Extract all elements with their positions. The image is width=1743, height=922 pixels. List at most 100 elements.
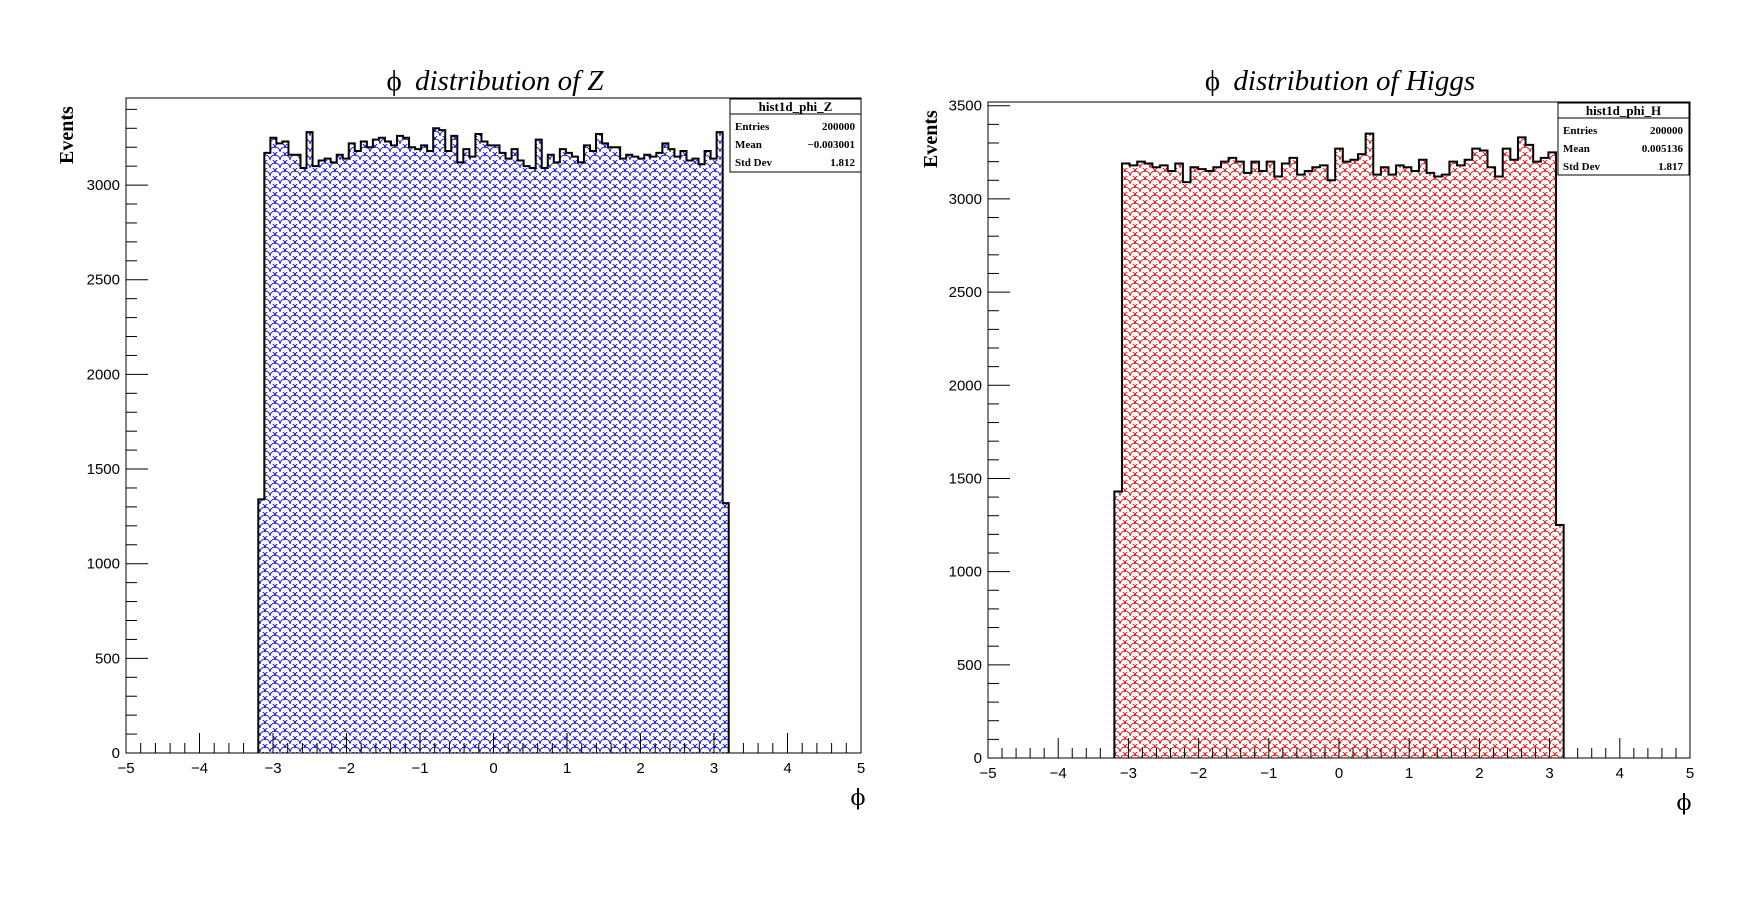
y-axis: 0 500 1000 1500 2000 2500 3000 3500	[949, 98, 1010, 767]
histogram-bin	[716, 132, 723, 754]
histogram-panel-z: ϕ distribution of Z −5 −4 −3 −2 −1 0 1 2 3 4 5 0 50…	[56, 65, 866, 811]
histogram-bin	[324, 158, 331, 754]
histogram-bin	[1198, 169, 1207, 758]
histogram-bin	[312, 166, 319, 754]
histogram-bin	[372, 139, 380, 753]
histogram-bin	[541, 168, 549, 754]
y-tick-label: 1500	[949, 470, 982, 487]
histogram-bin	[553, 162, 561, 754]
x-tick-label: 4	[783, 760, 791, 777]
histogram-bin	[626, 154, 633, 754]
histogram-bin	[445, 151, 452, 753]
histogram-bin	[481, 141, 488, 753]
x-tick-label: 5	[1686, 765, 1694, 782]
histogram-bin	[276, 143, 283, 753]
histogram-bin	[342, 158, 350, 754]
histogram-bin	[1449, 161, 1458, 759]
histogram-bin	[1129, 165, 1138, 758]
histogram-bin	[318, 160, 325, 754]
histogram-bin	[360, 141, 368, 753]
histogram-bin	[1319, 165, 1328, 758]
y-tick-label: 3500	[949, 98, 982, 115]
x-tick-label: −1	[1260, 765, 1277, 782]
histogram-outline	[1113, 132, 1565, 758]
histogram-bin	[1350, 159, 1359, 759]
histogram-bin	[1342, 161, 1351, 759]
histogram-bin	[499, 152, 506, 753]
histogram-bin	[1510, 159, 1519, 759]
histogram-bin	[403, 137, 410, 753]
y-tick-label: 1000	[949, 564, 982, 581]
histogram-bin	[390, 145, 398, 753]
histogram-bin	[384, 141, 392, 753]
histogram-bin	[1220, 161, 1229, 759]
stats-label-stddev: Std Dev	[1563, 161, 1600, 173]
y-tick-label: 0	[112, 745, 120, 762]
stats-name: hist1d_phi_H	[1586, 103, 1661, 118]
histogram-bin	[698, 164, 705, 754]
histogram-bin	[674, 156, 681, 754]
histogram-panel-higgs: ϕ distribution of Higgs −5 −4 −3 −2 −1 0 1 2 3 4 5…	[920, 65, 1694, 816]
histogram-bin	[475, 133, 482, 753]
histogram-bin	[366, 147, 374, 753]
histogram-bin	[1251, 161, 1260, 759]
x-tick-label: −3	[264, 760, 281, 777]
chart-title: ϕ distribution of Z	[386, 65, 604, 97]
stats-label-mean: Mean	[735, 139, 762, 151]
histogram-bin	[1259, 170, 1267, 759]
histogram-bars	[257, 127, 730, 754]
histogram-bin	[1525, 144, 1534, 758]
x-tick-label: −4	[191, 760, 208, 777]
histogram-bin	[378, 137, 386, 753]
histogram-bin	[535, 139, 543, 753]
histogram-bin	[608, 147, 615, 753]
histogram-bin	[258, 499, 265, 753]
histogram-bin	[547, 154, 555, 754]
histogram-bin	[409, 147, 416, 753]
histogram-bin	[348, 143, 356, 753]
histogram-bin	[1312, 167, 1321, 758]
histogram-bin	[638, 158, 645, 754]
histogram-bin	[306, 132, 313, 754]
histogram-bin	[1243, 172, 1252, 758]
histogram-bin	[336, 154, 344, 754]
histogram-bin	[1327, 180, 1336, 759]
histogram-bin	[415, 149, 422, 753]
chart-title-symbol: ϕ	[386, 65, 401, 97]
histogram-bin	[710, 158, 717, 754]
x-tick-label: 2	[636, 760, 644, 777]
histogram-bin	[686, 160, 693, 754]
histogram-bin	[1137, 161, 1146, 759]
histogram-bin	[602, 143, 609, 753]
stats-box-frame	[1557, 102, 1690, 176]
histogram-bin	[264, 152, 271, 753]
stats-value-mean: 0.005136	[1642, 143, 1684, 155]
y-tick-label: 3000	[949, 191, 982, 208]
histogram-bin	[1228, 157, 1237, 759]
histogram-bin	[451, 135, 458, 753]
histogram-bin	[632, 156, 639, 754]
histogram-bin	[288, 154, 295, 754]
histogram-bin	[1213, 167, 1222, 758]
histogram-bin	[1190, 167, 1199, 758]
histogram-bin	[1548, 152, 1557, 758]
histogram-bin	[650, 156, 657, 754]
histogram-bin	[1365, 133, 1374, 758]
histogram-bin	[1121, 163, 1130, 758]
histogram-bin	[1114, 491, 1123, 758]
histogram-bin	[1403, 167, 1412, 758]
x-tick-label: 3	[710, 760, 718, 777]
x-axis-label: ϕ	[1677, 791, 1692, 816]
histogram-bin	[487, 145, 494, 753]
histogram-bin	[620, 158, 627, 754]
histogram-bin	[1160, 165, 1168, 758]
stats-value-entries: 200000	[1650, 125, 1684, 137]
histogram-bin	[330, 162, 337, 754]
histogram-bin	[1495, 176, 1504, 758]
histogram-bars	[1113, 132, 1565, 759]
x-tick-label: −2	[338, 760, 355, 777]
histogram-bin	[1205, 170, 1214, 759]
y-tick-label: 500	[95, 650, 120, 667]
histogram-bin	[505, 158, 512, 754]
histogram-bin	[644, 154, 651, 754]
